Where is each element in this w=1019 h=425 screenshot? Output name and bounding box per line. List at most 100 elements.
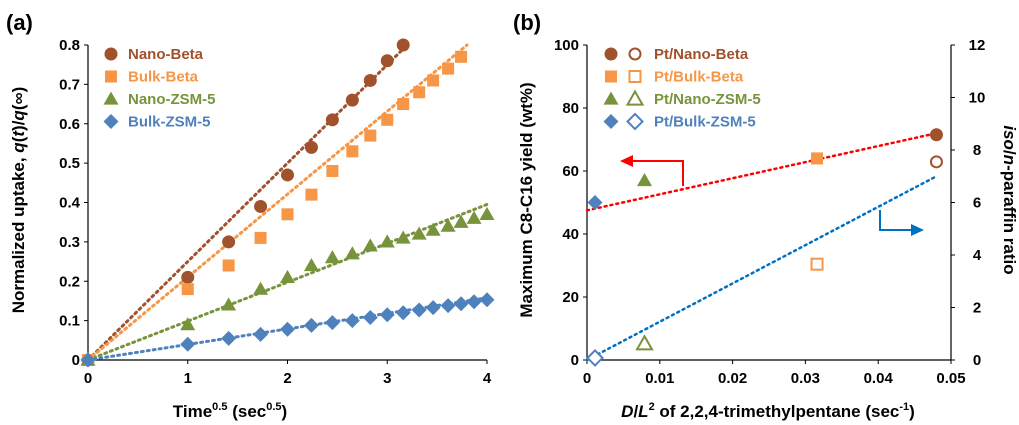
chart-a-y-tick-label: 0.1 bbox=[59, 313, 80, 330]
chart-a-point bbox=[222, 259, 235, 272]
chart-a-point bbox=[479, 206, 495, 220]
chart-b-x-tick-label: 0.05 bbox=[936, 370, 965, 387]
chart-a-point bbox=[442, 62, 455, 75]
chart-a-x-tick-label: 4 bbox=[483, 370, 492, 387]
chart-b-point-ratio bbox=[929, 155, 943, 169]
chart-a-legend-marker bbox=[103, 114, 119, 129]
chart-b-x-tick-label: 0 bbox=[583, 370, 591, 387]
chart-b-legend-marker-open bbox=[628, 47, 642, 61]
chart-a-x-ticks: 0 1 2 3 4 bbox=[84, 360, 492, 387]
chart-b: (b) 0 20 40 60 80 100 0 2 4 6 8 10 12 0 0.01 0.02 0.03… bbox=[513, 10, 1019, 421]
chart-b-arrow-right-axis bbox=[879, 210, 912, 231]
chart-a: (a) 0 0.1 0.2 0.3 0.4 0.5 0.6 0.7 0.8 0 1 2 3 4 Nano… bbox=[6, 10, 495, 421]
chart-a-legend-label: Nano-ZSM-5 bbox=[128, 91, 216, 108]
chart-a-legend-label: Bulk-ZSM-5 bbox=[128, 114, 211, 131]
chart-a-point bbox=[425, 222, 441, 236]
chart-b-panel-label: (b) bbox=[513, 10, 541, 35]
chart-a-y-axis-label: Normalized uptake, q(t)/q(∞) bbox=[9, 87, 28, 314]
chart-b-arrow-right-head bbox=[911, 224, 924, 236]
chart-b-arrow-left-axis bbox=[632, 160, 684, 186]
chart-b-legend-label: Pt/Nano-ZSM-5 bbox=[654, 91, 761, 108]
chart-a-point bbox=[425, 300, 441, 316]
chart-b-point-ratio bbox=[635, 334, 654, 351]
chart-b-point-yield bbox=[637, 172, 653, 187]
chart-a-point bbox=[346, 145, 359, 158]
chart-a-y-tick-label: 0.6 bbox=[59, 116, 80, 133]
chart-a-point bbox=[395, 305, 411, 321]
chart-b-y-tick-label: 0 bbox=[571, 352, 579, 369]
chart-b-trendlines bbox=[585, 131, 938, 362]
chart-a-point bbox=[326, 165, 339, 177]
chart-a-y-ticks: 0 0.1 0.2 0.3 0.4 0.5 0.6 0.7 0.8 bbox=[59, 37, 88, 369]
chart-a-point bbox=[364, 129, 377, 142]
chart-b-x-tick-label: 0.03 bbox=[791, 370, 820, 387]
chart-a-point bbox=[440, 298, 456, 314]
chart-a-point bbox=[253, 326, 269, 342]
chart-a-point bbox=[395, 230, 411, 244]
chart-a-legend-marker bbox=[104, 47, 118, 61]
chart-b-legend-marker-filled bbox=[605, 70, 617, 83]
chart-b-y-tick-label: 60 bbox=[562, 163, 579, 180]
chart-a-y-tick-label: 0.8 bbox=[59, 37, 80, 54]
chart-a-point bbox=[303, 258, 319, 272]
chart-a-point bbox=[379, 234, 395, 248]
chart-b-x-axis-label: D/L2 of 2,2,4-trimethylpentane (sec-1) bbox=[621, 401, 915, 421]
chart-b-legend-marker-open bbox=[626, 112, 644, 131]
chart-b-x-ticks: 0 0.01 0.02 0.03 0.04 0.05 bbox=[583, 360, 966, 387]
chart-a-point bbox=[254, 199, 268, 213]
chart-a-point bbox=[479, 292, 495, 308]
chart-a-y-tick-label: 0.7 bbox=[59, 76, 80, 93]
chart-a-point bbox=[281, 168, 294, 182]
chart-a-point bbox=[280, 269, 295, 283]
chart-b-y-tick-label: 40 bbox=[562, 226, 579, 243]
chart-b-y-tick-label: 20 bbox=[562, 289, 579, 306]
chart-a-point bbox=[303, 317, 319, 333]
chart-a-point bbox=[344, 313, 360, 329]
chart-a-legend: Nano-Beta Bulk-Beta Nano-ZSM-5 Bulk-ZSM-5 bbox=[103, 46, 216, 131]
chart-a-point bbox=[254, 231, 267, 244]
chart-a-point bbox=[304, 140, 318, 154]
chart-a-point bbox=[440, 218, 456, 232]
chart-a-point bbox=[413, 86, 426, 99]
chart-a-y-tick-label: 0.3 bbox=[59, 234, 80, 251]
chart-a-x-tick-label: 3 bbox=[383, 370, 391, 387]
chart-b-y2-tick-label: 8 bbox=[973, 142, 981, 159]
chart-a-point bbox=[363, 73, 377, 87]
chart-b-legend-marker-filled bbox=[604, 47, 618, 61]
chart-a-point bbox=[280, 321, 295, 337]
chart-a-trendline-2 bbox=[86, 43, 469, 362]
chart-b-y-axis-label: Maximum C8-C16 yield (wt%) bbox=[517, 82, 536, 317]
chart-b-y2-tick-label: 0 bbox=[973, 352, 981, 369]
chart-a-point bbox=[253, 281, 269, 295]
chart-a-point bbox=[180, 317, 196, 331]
chart-a-x-tick-label: 2 bbox=[283, 370, 291, 387]
chart-b-legend-marker-filled bbox=[603, 114, 619, 129]
chart-a-point bbox=[305, 188, 318, 201]
chart-b-axes bbox=[586, 45, 952, 361]
chart-a-point bbox=[411, 302, 427, 318]
chart-a-point bbox=[344, 246, 360, 260]
chart-a-point bbox=[221, 297, 237, 311]
chart-b-legend-marker-filled bbox=[603, 91, 619, 105]
chart-a-point bbox=[181, 283, 194, 296]
chart-b-y2-ticks: 0 2 4 6 8 10 12 bbox=[951, 37, 985, 369]
chart-a-point bbox=[397, 98, 410, 111]
chart-a-y-tick-label: 0.4 bbox=[59, 195, 81, 212]
chart-a-legend-label: Bulk-Beta bbox=[128, 69, 199, 86]
chart-a-point bbox=[455, 50, 468, 63]
chart-a-point bbox=[325, 113, 339, 127]
chart-a-point bbox=[453, 214, 469, 228]
chart-b-trendline-ratio bbox=[585, 175, 938, 362]
chart-a-legend-marker bbox=[103, 91, 119, 105]
chart-a-x-tick-label: 1 bbox=[184, 370, 192, 387]
chart-b-legend-label: Pt/Bulk-Beta bbox=[654, 69, 744, 86]
chart-b-y2-tick-label: 6 bbox=[973, 195, 981, 212]
chart-b-x-tick-label: 0.04 bbox=[864, 370, 894, 387]
chart-a-x-tick-label: 0 bbox=[84, 370, 92, 387]
chart-a-y-tick-label: 0 bbox=[72, 352, 80, 369]
chart-a-points bbox=[80, 38, 495, 368]
chart-a-point bbox=[324, 250, 340, 264]
chart-b-y2-tick-label: 10 bbox=[969, 90, 986, 107]
chart-b-trendline-yield bbox=[585, 131, 938, 212]
chart-a-point bbox=[380, 54, 394, 68]
